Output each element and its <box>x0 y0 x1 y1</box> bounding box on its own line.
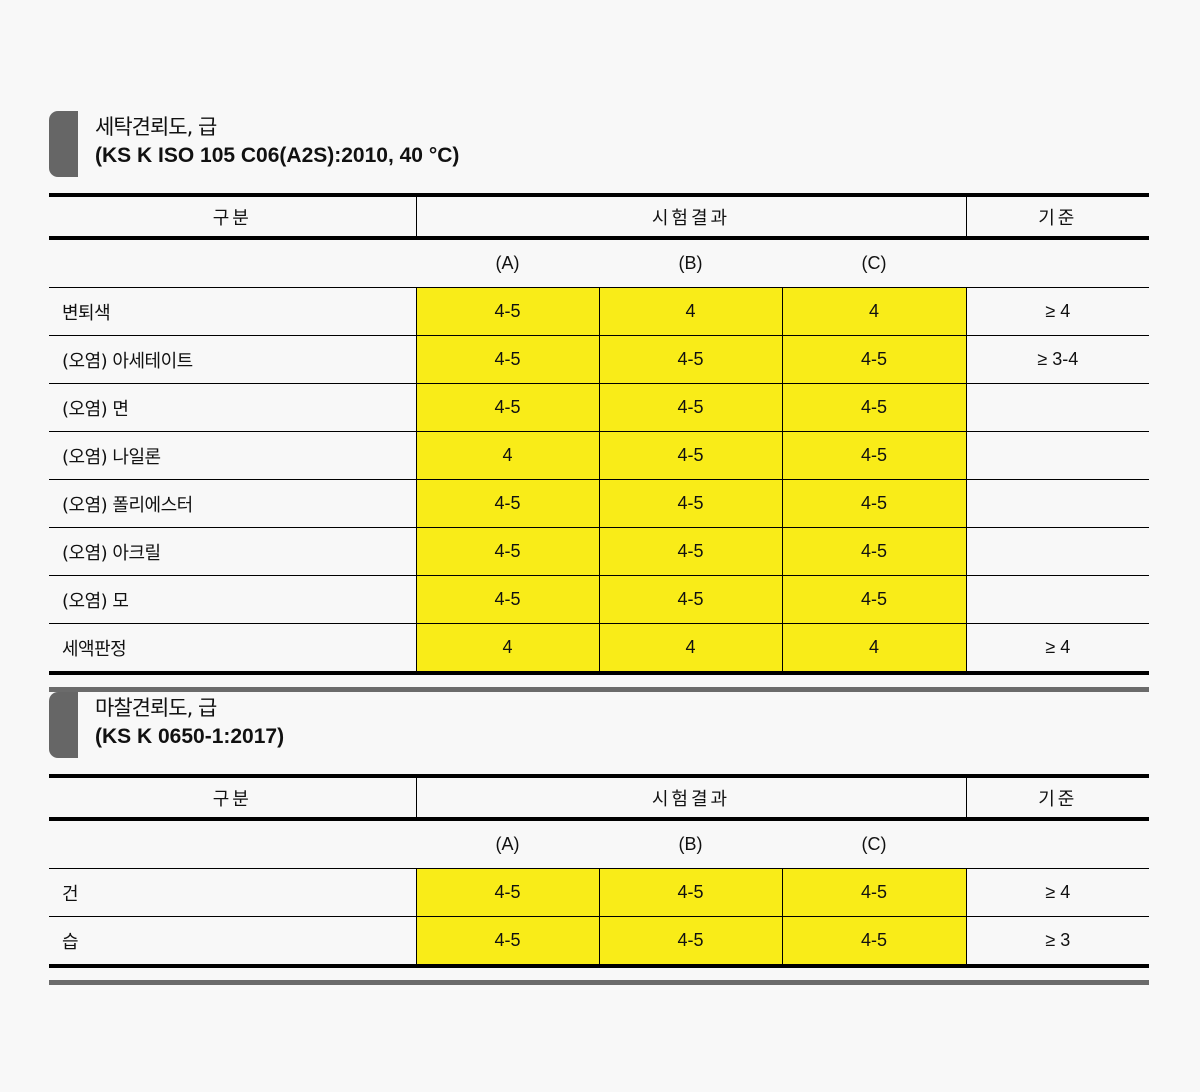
criteria-value: ≥ 4 <box>965 868 1150 917</box>
criteria-value <box>965 575 1150 624</box>
section-title: 마찰견뢰도, 급 (KS K 0650-1:2017) <box>49 692 1149 758</box>
washing-fastness-section: 세탁견뢰도, 급 (KS K ISO 105 C06(A2S):2010, 40… <box>49 111 1150 692</box>
value-c: 4-5 <box>781 575 967 624</box>
criteria-value: ≥ 4 <box>965 623 1150 675</box>
row-label: 습 <box>49 916 416 968</box>
criteria-value <box>965 527 1150 576</box>
criteria-value: ≥ 4 <box>965 287 1150 336</box>
table-row: (오염) 폴리에스터 4-5 4-5 4-5 <box>49 479 1150 528</box>
title-korean: 세탁견뢰도, 급 <box>95 115 217 139</box>
row-label: 변퇴색 <box>49 287 416 336</box>
value-a: 4-5 <box>415 916 599 968</box>
table-row: (오염) 나일론 4 4-5 4-5 <box>49 431 1150 480</box>
value-b: 4-5 <box>598 527 782 576</box>
table-row: (오염) 모 4-5 4-5 4-5 <box>49 575 1150 624</box>
value-a: 4-5 <box>415 527 599 576</box>
value-c: 4-5 <box>781 868 967 917</box>
row-label: (오염) 아세테이트 <box>49 335 416 384</box>
section-title: 세탁견뢰도, 급 (KS K ISO 105 C06(A2S):2010, 40… <box>49 111 1149 177</box>
row-label: (오염) 면 <box>49 383 416 432</box>
criteria-value <box>965 431 1150 480</box>
subheader-sample: (C) <box>782 238 967 288</box>
header-category: 구분 <box>49 774 416 821</box>
header-results: 시험결과 <box>415 774 967 821</box>
table-row: 건 4-5 4-5 4-5 ≥ 4 <box>49 868 1150 917</box>
criteria-value: ≥ 3-4 <box>965 335 1150 384</box>
criteria-value <box>965 479 1150 528</box>
title-marker <box>49 111 78 177</box>
value-c: 4-5 <box>781 527 967 576</box>
subheader-sample: (B) <box>599 238 782 288</box>
row-label: (오염) 아크릴 <box>49 527 416 576</box>
value-b: 4 <box>598 623 782 675</box>
row-label: (오염) 모 <box>49 575 416 624</box>
section-divider <box>49 980 1149 985</box>
value-b: 4-5 <box>598 335 782 384</box>
subheader-empty <box>49 819 416 869</box>
value-b: 4-5 <box>598 868 782 917</box>
subheader-empty <box>966 819 1150 869</box>
criteria-value: ≥ 3 <box>965 916 1150 968</box>
title-korean: 마찰견뢰도, 급 <box>95 696 217 720</box>
subheader-row: (A) (B) (C) <box>49 238 1150 288</box>
results-table: 구분 시험결과 기준 (A) (B) (C) 건 4-5 4-5 4-5 ≥ 4 습… <box>49 774 1150 968</box>
subheader-sample: (A) <box>416 819 599 869</box>
rubbing-fastness-section: 마찰견뢰도, 급 (KS K 0650-1:2017) 구분 시험결과 기준 (… <box>49 692 1150 985</box>
row-label: 건 <box>49 868 416 917</box>
table-row: 변퇴색 4-5 4 4 ≥ 4 <box>49 287 1150 336</box>
table-row: (오염) 아크릴 4-5 4-5 4-5 <box>49 527 1150 576</box>
title-standard: (KS K ISO 105 C06(A2S):2010, 40 °C) <box>95 144 460 167</box>
section-divider <box>49 687 1149 692</box>
row-label: 세액판정 <box>49 623 416 675</box>
table-row: 세액판정 4 4 4 ≥ 4 <box>49 623 1150 675</box>
row-label: (오염) 폴리에스터 <box>49 479 416 528</box>
value-c: 4-5 <box>781 335 967 384</box>
value-a: 4-5 <box>415 287 599 336</box>
results-table: 구분 시험결과 기준 (A) (B) (C) 변퇴색 4-5 4 4 ≥ 4 (오염… <box>49 193 1150 675</box>
value-c: 4-5 <box>781 383 967 432</box>
title-marker <box>49 692 78 758</box>
value-b: 4-5 <box>598 383 782 432</box>
header-category: 구분 <box>49 193 416 240</box>
header-row: 구분 시험결과 기준 <box>49 774 1150 821</box>
value-a: 4 <box>415 431 599 480</box>
subheader-row: (A) (B) (C) <box>49 819 1150 869</box>
subheader-empty <box>49 238 416 288</box>
value-c: 4 <box>781 623 967 675</box>
value-c: 4-5 <box>781 431 967 480</box>
value-c: 4-5 <box>781 916 967 968</box>
row-label: (오염) 나일론 <box>49 431 416 480</box>
criteria-value <box>965 383 1150 432</box>
subheader-empty <box>966 238 1150 288</box>
value-b: 4 <box>598 287 782 336</box>
header-criteria: 기준 <box>965 774 1150 821</box>
subheader-sample: (A) <box>416 238 599 288</box>
subheader-sample: (B) <box>599 819 782 869</box>
value-a: 4-5 <box>415 335 599 384</box>
value-a: 4 <box>415 623 599 675</box>
header-criteria: 기준 <box>965 193 1150 240</box>
value-c: 4-5 <box>781 479 967 528</box>
value-b: 4-5 <box>598 431 782 480</box>
table-row: 습 4-5 4-5 4-5 ≥ 3 <box>49 916 1150 968</box>
header-results: 시험결과 <box>415 193 967 240</box>
value-a: 4-5 <box>415 383 599 432</box>
value-a: 4-5 <box>415 575 599 624</box>
table-row: (오염) 면 4-5 4-5 4-5 <box>49 383 1150 432</box>
value-a: 4-5 <box>415 868 599 917</box>
value-b: 4-5 <box>598 479 782 528</box>
value-b: 4-5 <box>598 916 782 968</box>
value-c: 4 <box>781 287 967 336</box>
subheader-sample: (C) <box>782 819 967 869</box>
header-row: 구분 시험결과 기준 <box>49 193 1150 240</box>
table-row: (오염) 아세테이트 4-5 4-5 4-5 ≥ 3-4 <box>49 335 1150 384</box>
value-a: 4-5 <box>415 479 599 528</box>
value-b: 4-5 <box>598 575 782 624</box>
title-standard: (KS K 0650-1:2017) <box>95 725 285 748</box>
